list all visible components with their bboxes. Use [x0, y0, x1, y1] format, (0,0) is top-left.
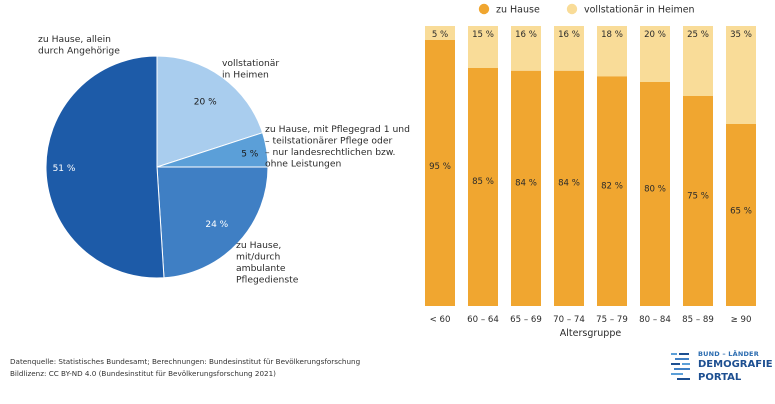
pie-slice [156, 166, 269, 279]
demografie-portal-logo: BUND – LÄNDER DEMOGRAFIE PORTAL [671, 349, 773, 389]
pie-category-label: durch Angehörige [38, 46, 120, 57]
bar-value-label-heime: 18 % [601, 30, 623, 40]
bar-segment-zu-hause [468, 68, 498, 306]
bar-segment-zu-hause [554, 70, 584, 306]
x-tick-label: 75 – 79 [596, 315, 628, 325]
bar-segment-heime [554, 26, 584, 71]
pie-category-label: zu Hause, mit Pflegegrad 1 und [265, 124, 410, 135]
pie-category-label: ohne Leistungen [265, 159, 342, 170]
bar-segment-heime [640, 26, 670, 82]
pie-category-label: mit/durch [236, 252, 280, 263]
bar-value-label-zu-hause: 84 % [558, 178, 580, 188]
pie-category-label: – nur landesrechtlichen bzw. [265, 147, 395, 158]
bar-segment-zu-hause [640, 82, 670, 306]
bar-value-label-heime: 20 % [644, 30, 666, 40]
bar-value-label-heime: 25 % [687, 30, 709, 40]
x-tick-label: 70 – 74 [553, 315, 585, 325]
bar-segment-heime [683, 26, 713, 96]
pie-category-label: zu Hause, allein [38, 34, 111, 45]
bar-value-label-zu-hause: 84 % [515, 178, 537, 188]
bar-value-label-heime: 35 % [730, 30, 752, 40]
license-note: Bildlizenz: CC BY-ND 4.0 (Bundesinstitut… [10, 369, 276, 378]
x-tick-label: 65 – 69 [510, 315, 542, 325]
pie-value-label: 51 % [53, 164, 76, 174]
pie-category-label: – teilstationärer Pflege oder [265, 136, 393, 147]
logo-mark-icon [671, 353, 690, 380]
legend-swatch [566, 3, 578, 15]
legend-label: vollstationär in Heimen [584, 5, 695, 16]
bar-segment-zu-hause [726, 124, 756, 306]
bar-segment-heime [726, 26, 756, 124]
legend-label: zu Hause [496, 5, 540, 16]
bar-value-label-heime: 16 % [558, 30, 580, 40]
pie-value-label: 24 % [205, 220, 228, 230]
pie-category-label: zu Hause, [236, 240, 281, 251]
bar-value-label-heime: 5 % [432, 30, 448, 40]
x-tick-label: 80 – 84 [639, 315, 671, 325]
bar-value-label-zu-hause: 82 % [601, 181, 623, 191]
x-tick-label: ≥ 90 [731, 315, 752, 325]
bar-segment-zu-hause [597, 76, 627, 307]
logo-line-2: PORTAL [698, 372, 742, 383]
bar-segment-heime [468, 26, 498, 68]
bar-value-label-zu-hause: 80 % [644, 184, 666, 194]
logo-line-1: DEMOGRAFIE [698, 359, 773, 370]
bar-value-label-zu-hause: 95 % [429, 162, 451, 172]
x-tick-label: 60 – 64 [467, 315, 499, 325]
pie-category-label: ambulante [236, 263, 286, 274]
source-note: Datenquelle: Statistisches Bundesamt; Be… [10, 357, 361, 366]
pie-slice [45, 55, 165, 279]
x-tick-label: < 60 [430, 315, 451, 325]
legend-swatch [478, 3, 490, 15]
pie-value-label: 5 % [241, 149, 259, 159]
bar-segment-heime [597, 26, 627, 77]
bar-value-label-heime: 15 % [472, 30, 494, 40]
bar-segment-heime [511, 26, 541, 71]
bar-value-label-zu-hause: 65 % [730, 207, 752, 217]
pie-category-label: vollstationär [222, 58, 279, 69]
logo-tagline: BUND – LÄNDER [698, 350, 759, 358]
bar-segment-zu-hause [511, 70, 541, 306]
bar-value-label-heime: 16 % [515, 30, 537, 40]
x-tick-label: 85 – 89 [682, 315, 714, 325]
pie-category-label: Pflegedienste [236, 275, 299, 286]
bar-value-label-zu-hause: 75 % [687, 192, 709, 202]
bar-value-label-zu-hause: 85 % [472, 177, 494, 187]
x-axis-title: Altersgruppe [560, 328, 622, 339]
bar-segment-zu-hause [425, 40, 455, 306]
pie-value-label: 20 % [194, 98, 217, 108]
bar-segment-zu-hause [683, 96, 713, 306]
pie-category-label: in Heimen [222, 70, 269, 81]
bar-segment-heime [425, 26, 455, 40]
pie-slice [156, 55, 264, 168]
